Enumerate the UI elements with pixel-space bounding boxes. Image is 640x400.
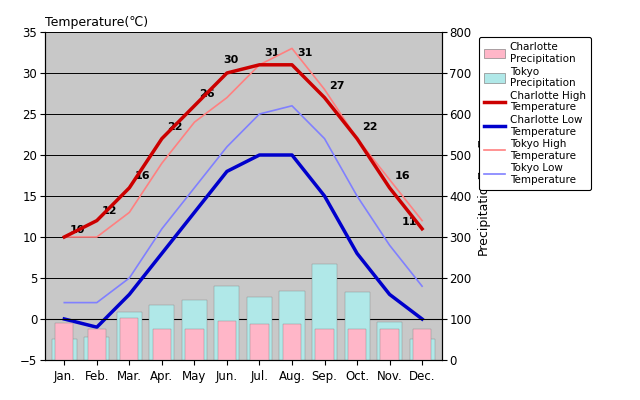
Bar [84,337,109,360]
Text: 22: 22 [167,122,182,132]
Text: 12: 12 [102,206,117,216]
Bar [247,297,272,360]
Y-axis label: Precipitation（mm）: Precipitation（mm） [477,137,490,255]
Bar [52,339,77,360]
Bar [348,329,366,360]
Bar [380,329,399,360]
Bar [117,312,142,360]
Bar [312,264,337,360]
Bar [316,329,333,360]
Bar [88,329,106,360]
Text: 26: 26 [199,89,215,99]
Text: 27: 27 [330,81,345,91]
Bar [344,292,369,360]
Text: 22: 22 [362,122,378,132]
Bar [182,300,207,360]
Text: 31: 31 [264,48,280,58]
Bar [55,323,74,360]
Bar [186,329,204,360]
Bar [283,324,301,360]
Bar [153,329,171,360]
Bar [410,339,435,360]
Text: 31: 31 [297,48,312,58]
Bar [280,291,305,360]
Bar [250,324,269,360]
Legend: Charlotte
Precipitation, Tokyo
Precipitation, Charlotte High
Temperature, Charlo: Charlotte Precipitation, Tokyo Precipita… [479,37,591,190]
Bar [413,329,431,360]
Bar [377,322,402,360]
Bar [218,321,236,360]
Text: 16: 16 [394,171,410,181]
Text: 30: 30 [224,55,239,65]
Bar [214,286,239,360]
Text: 11: 11 [402,217,417,227]
Text: Temperature(℃): Temperature(℃) [45,16,148,29]
Text: 16: 16 [134,171,150,181]
Bar [120,318,138,360]
Text: 10: 10 [69,225,84,235]
Bar [149,305,175,360]
